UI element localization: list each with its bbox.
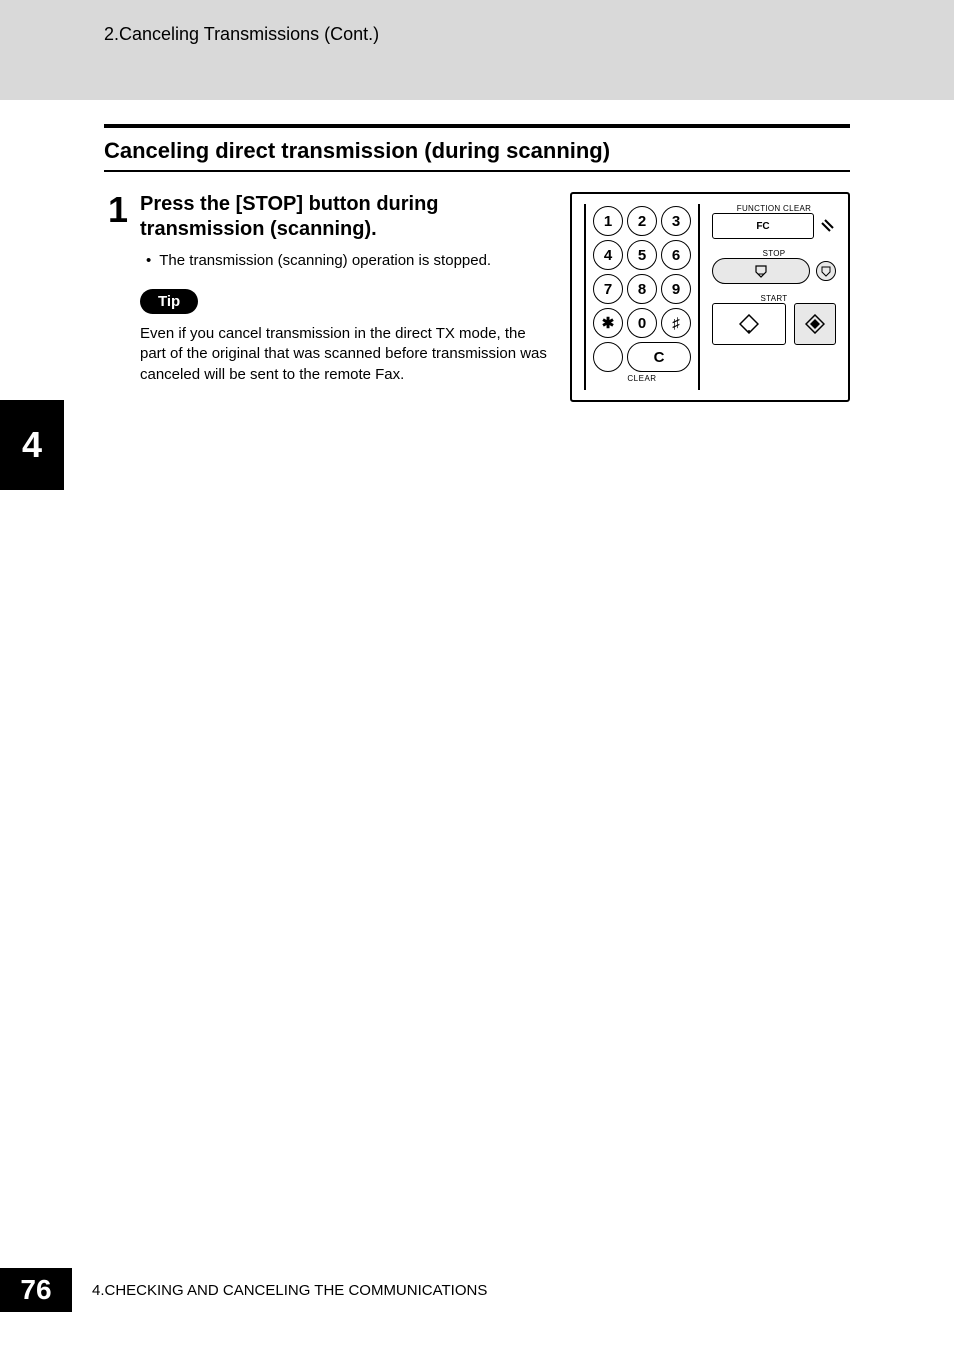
- tip-text: Even if you cancel transmission in the d…: [140, 324, 552, 385]
- fc-row: FC: [712, 213, 836, 239]
- start-group: START: [712, 294, 836, 345]
- fc-led-icon: [820, 218, 836, 234]
- page-number: 76: [0, 1268, 72, 1312]
- start-label: START: [712, 294, 836, 303]
- step-bullet: The transmission (scanning) operation is…: [146, 252, 552, 269]
- stop-button: [712, 258, 810, 284]
- key-blank: [593, 342, 623, 372]
- key-9: 9: [661, 274, 691, 304]
- page-footer: 76 4.CHECKING AND CANCELING THE COMMUNIC…: [0, 1268, 487, 1312]
- step-number: 1: [104, 192, 128, 402]
- breadcrumb: 2.Canceling Transmissions (Cont.): [104, 24, 914, 45]
- function-clear-group: FUNCTION CLEAR FC: [712, 204, 836, 239]
- content-area: Canceling direct transmission (during sc…: [0, 100, 954, 402]
- diamond-icon: [739, 314, 759, 334]
- key-3: 3: [661, 206, 691, 236]
- fc-button: FC: [712, 213, 814, 239]
- stop-row: [712, 258, 836, 284]
- step-row: 1 Press the [STOP] button during transmi…: [104, 192, 850, 402]
- start-alt-button: [794, 303, 836, 345]
- tip-badge: Tip: [140, 289, 198, 314]
- key-7: 7: [593, 274, 623, 304]
- key-0: 0: [627, 308, 657, 338]
- function-clear-label: FUNCTION CLEAR: [712, 204, 836, 213]
- key-5: 5: [627, 240, 657, 270]
- keypad-panel: 1 2 3 4 5 6 7 8 9 ✱ 0 ♯ C: [584, 204, 700, 390]
- step-body: Press the [STOP] button during transmiss…: [140, 192, 552, 402]
- step-title: Press the [STOP] button during transmiss…: [140, 192, 552, 242]
- key-4: 4: [593, 240, 623, 270]
- key-hash: ♯: [661, 308, 691, 338]
- step-left: 1 Press the [STOP] button during transmi…: [104, 192, 552, 402]
- key-6: 6: [661, 240, 691, 270]
- key-star: ✱: [593, 308, 623, 338]
- start-row: [712, 303, 836, 345]
- stop-icon: [753, 263, 769, 279]
- key-1: 1: [593, 206, 623, 236]
- diamond-filled-icon: [805, 314, 825, 334]
- page-header: 2.Canceling Transmissions (Cont.): [0, 0, 954, 100]
- control-panel-figure: 1 2 3 4 5 6 7 8 9 ✱ 0 ♯ C: [570, 192, 850, 402]
- stop-label: STOP: [712, 249, 836, 258]
- stop-group: STOP: [712, 249, 836, 284]
- step-bullet-text: The transmission (scanning) operation is…: [159, 252, 491, 269]
- page: 2.Canceling Transmissions (Cont.) Cancel…: [0, 0, 954, 1348]
- section-title: Canceling direct transmission (during sc…: [104, 138, 850, 172]
- start-button: [712, 303, 786, 345]
- key-2: 2: [627, 206, 657, 236]
- key-clear: C: [627, 342, 691, 372]
- divider: [104, 124, 850, 128]
- stop-round-button: [816, 261, 836, 281]
- clear-label: CLEAR: [627, 374, 656, 383]
- chapter-tab: 4: [0, 400, 64, 490]
- footer-chapter-title: 4.CHECKING AND CANCELING THE COMMUNICATI…: [92, 1282, 487, 1299]
- stop-round-icon: [820, 265, 832, 277]
- key-8: 8: [627, 274, 657, 304]
- keypad: 1 2 3 4 5 6 7 8 9 ✱ 0 ♯ C: [593, 206, 691, 372]
- right-button-column: FUNCTION CLEAR FC STOP: [712, 204, 836, 390]
